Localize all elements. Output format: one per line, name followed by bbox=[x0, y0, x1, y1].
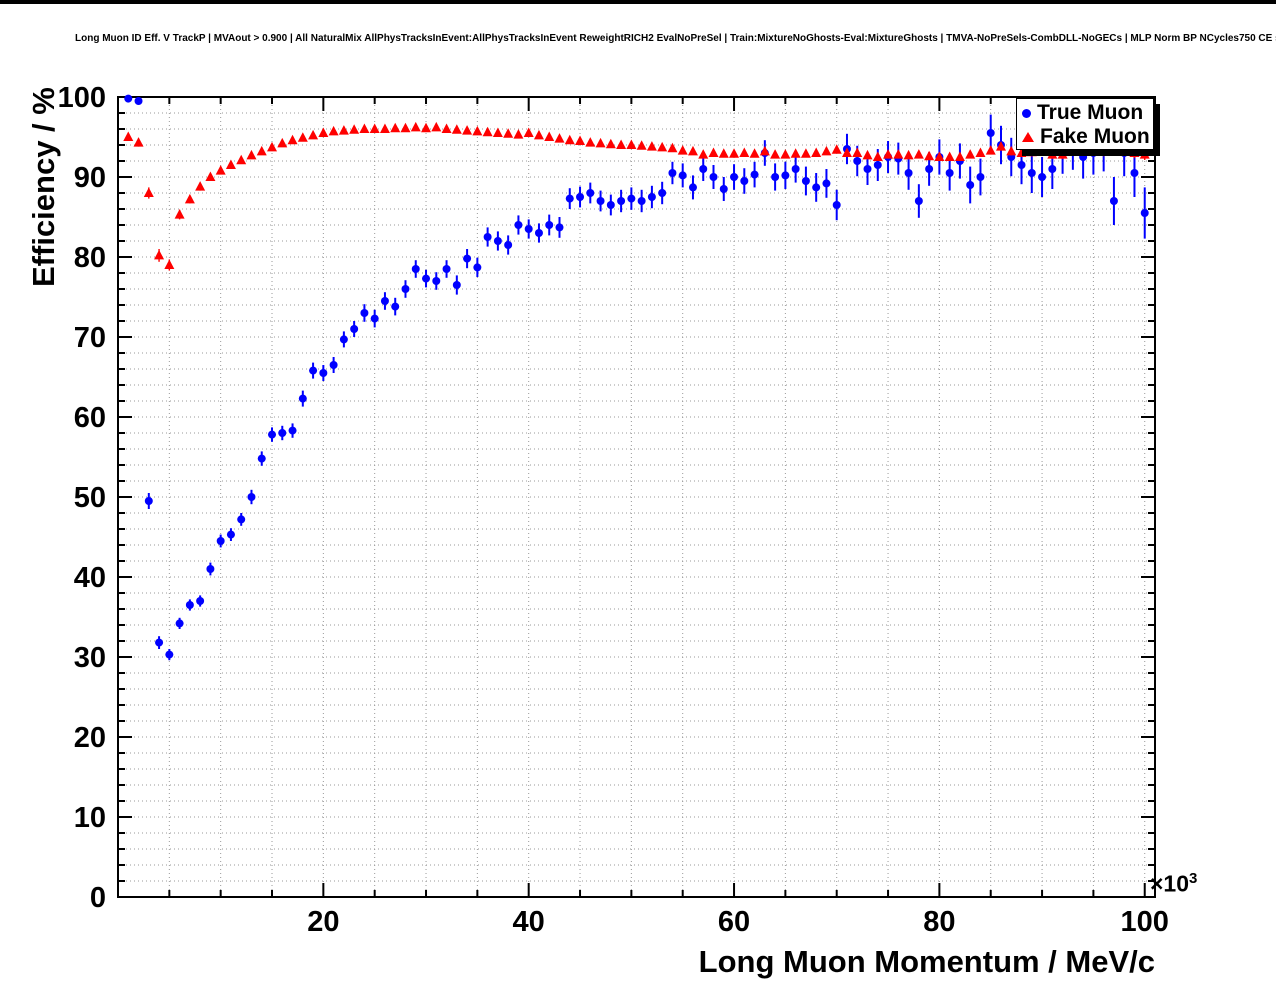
svg-text:20: 20 bbox=[307, 906, 339, 938]
svg-text:0: 0 bbox=[90, 882, 106, 914]
x-axis-exponent: ×103 bbox=[1150, 870, 1197, 898]
svg-text:60: 60 bbox=[718, 906, 750, 938]
legend: True Muon Fake Muon bbox=[1016, 98, 1160, 156]
svg-text:100: 100 bbox=[58, 82, 106, 114]
svg-text:50: 50 bbox=[74, 482, 106, 514]
exponent-power: 3 bbox=[1189, 870, 1198, 887]
window-top-border bbox=[0, 0, 1276, 4]
legend-item-true-muon: True Muon bbox=[1017, 101, 1153, 125]
svg-text:10: 10 bbox=[74, 802, 106, 834]
svg-text:80: 80 bbox=[74, 242, 106, 274]
x-axis-title: Long Muon Momentum / MeV/c bbox=[698, 944, 1155, 979]
svg-text:80: 80 bbox=[923, 906, 955, 938]
y-axis-title: Efficiency / % bbox=[26, 87, 61, 287]
svg-text:70: 70 bbox=[74, 322, 106, 354]
svg-text:90: 90 bbox=[74, 162, 106, 194]
legend-label-fake-muon: Fake Muon bbox=[1040, 125, 1150, 148]
fake-muon-marker-icon bbox=[1022, 132, 1034, 142]
exponent-base: ×10 bbox=[1150, 870, 1190, 897]
svg-text:20: 20 bbox=[74, 722, 106, 754]
svg-text:60: 60 bbox=[74, 402, 106, 434]
svg-text:40: 40 bbox=[513, 906, 545, 938]
legend-item-fake-muon: Fake Muon bbox=[1017, 125, 1153, 149]
svg-text:30: 30 bbox=[74, 642, 106, 674]
true-muon-marker-icon bbox=[1022, 108, 1031, 118]
plot-title: Long Muon ID Eff. V TrackP | MVAout > 0.… bbox=[75, 33, 1276, 44]
legend-box: True Muon Fake Muon bbox=[1016, 98, 1154, 150]
legend-label-true-muon: True Muon bbox=[1037, 101, 1144, 124]
svg-text:100: 100 bbox=[1121, 906, 1169, 938]
svg-text:40: 40 bbox=[74, 562, 106, 594]
